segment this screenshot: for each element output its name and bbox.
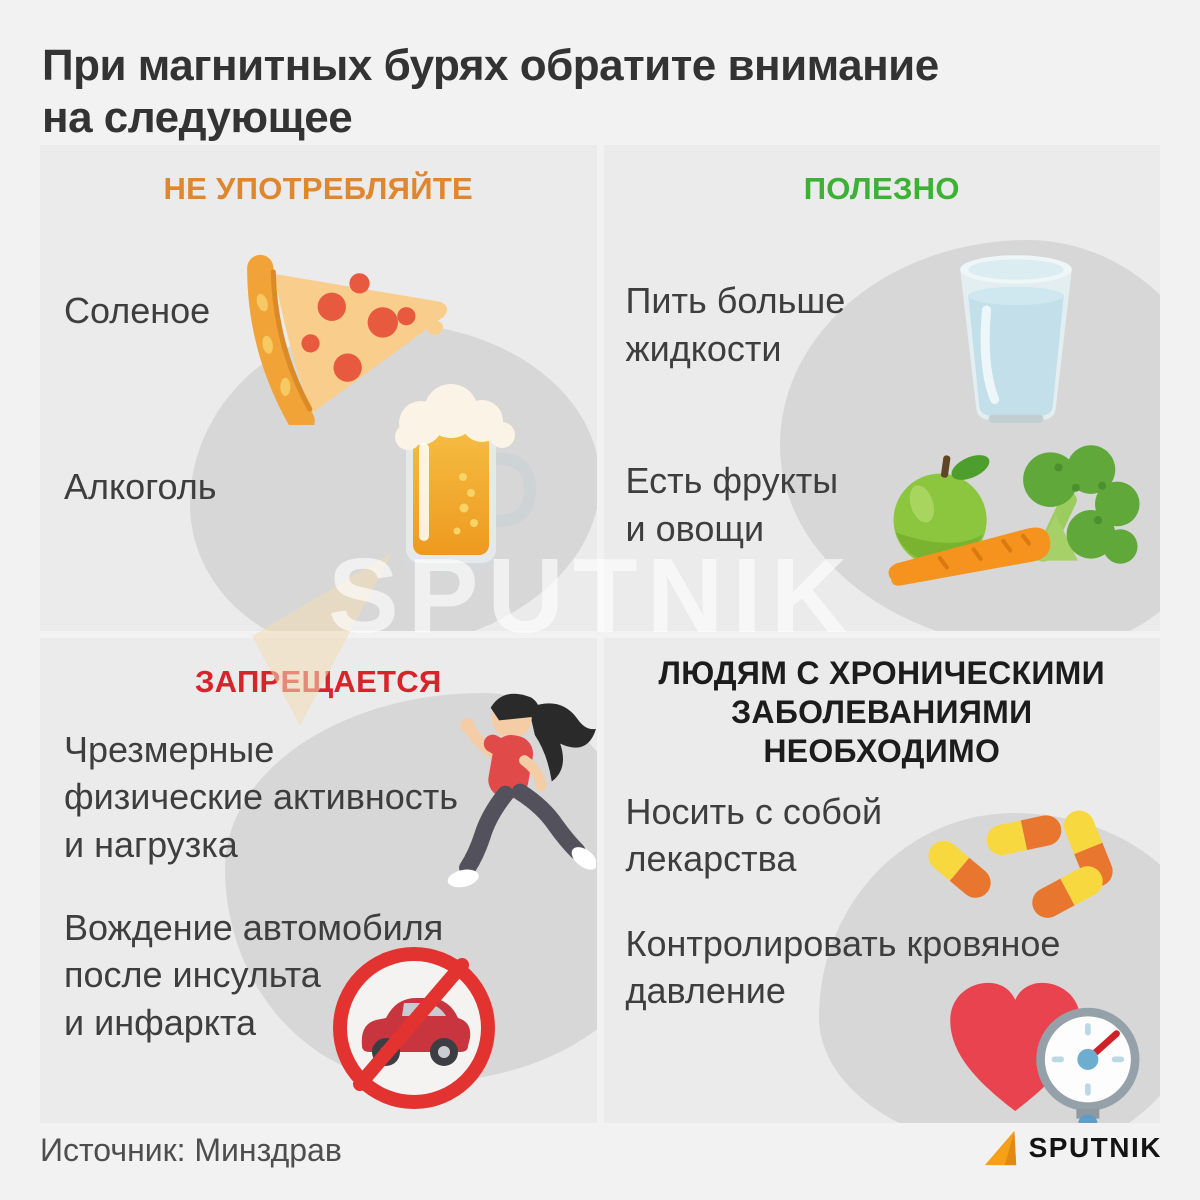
item-label-fruits-vegetables: Есть фрукты и овощи [625, 460, 839, 549]
water-glass-icon [950, 247, 1082, 425]
quadrant-forbidden: ЗАПРЕЩАЕТСЯ Чрезмерные физические активн… [40, 637, 597, 1123]
item-label-alcohol: Алкоголь [64, 466, 217, 507]
quadrant-grid: НЕ УПОТРЕБЛЯЙТЕ Соленое [40, 145, 1160, 1123]
sputnik-logo: SPUTNIK [982, 1129, 1162, 1167]
beer-mug-icon [362, 381, 540, 581]
section-header: ПОЛЕЗНО [803, 171, 960, 206]
page-title: При магнитных бурях обратите внимание на… [42, 41, 939, 142]
item-label-salty: Соленое [64, 290, 211, 331]
quadrant-useful: ПОЛЕЗНО Пить больше жидкости Есть фрукты… [603, 145, 1160, 631]
item-label-blood-pressure: Контролировать кровяное давление [625, 922, 1061, 1012]
runner-icon [438, 680, 596, 902]
sputnik-arrow-icon [982, 1129, 1020, 1167]
blood-pressure-icon [936, 960, 1148, 1123]
fruits-vegetables-icon [880, 427, 1146, 589]
quadrant-not-consume: НЕ УПОТРЕБЛЯЙТЕ Соленое [40, 145, 597, 631]
section-header: НЕ УПОТРЕБЛЯЙТЕ [163, 171, 474, 206]
item-label-driving: Вождение автомобиля после инсульта и инф… [64, 906, 444, 1043]
quadrant-chronic-disease: ЛЮДЯМ С ХРОНИЧЕСКИМИ ЗАБОЛЕВАНИЯМИ НЕОБХ… [603, 637, 1160, 1123]
sputnik-logo-text: SPUTNIK [1028, 1132, 1162, 1163]
pizza-icon [236, 243, 468, 425]
item-label-physical-activity: Чрезмерные физические активность и нагру… [64, 728, 459, 865]
item-label-carry-medication: Носить с собой лекарства [625, 790, 883, 880]
no-car-icon [324, 938, 504, 1118]
source-note: Источник: Минздрав [40, 1132, 342, 1168]
section-header: ЗАПРЕЩАЕТСЯ [194, 663, 442, 699]
section-header: ЛЮДЯМ С ХРОНИЧЕСКИМИ ЗАБОЛЕВАНИЯМИ НЕОБХ… [658, 654, 1105, 769]
item-label-drink-fluids: Пить больше жидкости [625, 280, 846, 369]
pills-icon [912, 786, 1134, 928]
